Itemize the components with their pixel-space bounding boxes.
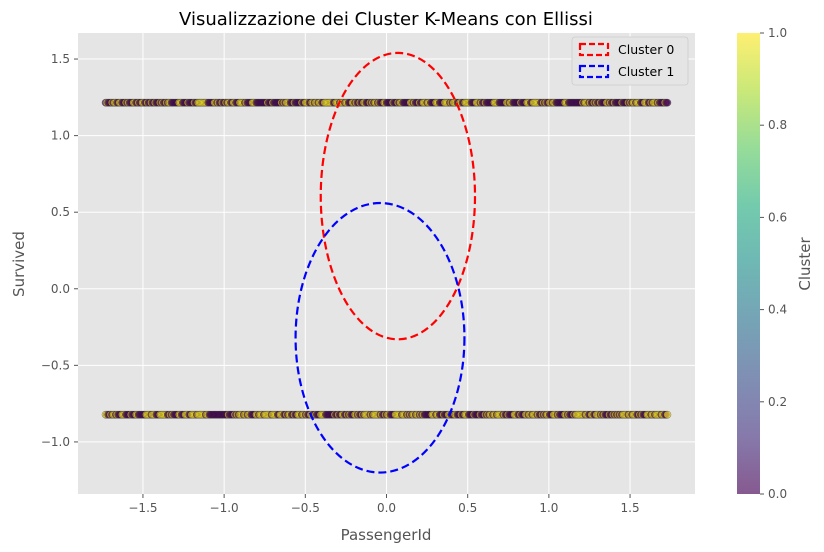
cluster-ellipses — [294, 51, 477, 474]
x-tick-label: 0.0 — [377, 501, 396, 515]
legend-swatch-cluster-1 — [578, 64, 610, 79]
y-tick-label: −0.5 — [41, 358, 70, 372]
colorbar-tick-label: 0.8 — [768, 118, 787, 132]
colorbar-tick-label: 0.2 — [768, 395, 787, 409]
scatter-point — [663, 410, 672, 419]
legend-box — [571, 36, 689, 86]
legend: Cluster 0 Cluster 1 — [571, 36, 689, 86]
y-axis-ticks: −1.0 −0.5 0.0 0.5 1.0 1.5 — [41, 52, 78, 449]
legend-swatch-cluster-0 — [578, 42, 610, 57]
x-axis-ticks: −1.5 −1.0 −0.5 0.0 0.5 1.0 1.5 — [128, 494, 640, 515]
y-tick-label: 1.0 — [51, 129, 70, 143]
scatter-point — [663, 98, 672, 107]
x-tick-label: −0.5 — [291, 501, 320, 515]
x-tick-label: −1.5 — [128, 501, 157, 515]
grid — [78, 33, 695, 494]
colorbar-tick-label: 0.4 — [768, 303, 787, 317]
colorbar-tick-label: 0.0 — [768, 487, 787, 501]
x-tick-label: 1.5 — [621, 501, 640, 515]
colorbar-ticks: 0.0 0.2 0.4 0.6 0.8 1.0 — [760, 26, 787, 501]
colorbar — [737, 33, 760, 494]
x-axis-label: PassengerId — [341, 526, 432, 544]
x-tick-label: −1.0 — [210, 501, 239, 515]
y-tick-label: −1.0 — [41, 435, 70, 449]
chart-title: Visualizzazione dei Cluster K-Means con … — [179, 9, 593, 30]
y-tick-label: 1.5 — [51, 52, 70, 66]
y-axis-label: Survived — [10, 231, 28, 297]
colorbar-tick-label: 0.6 — [768, 210, 787, 224]
legend-label-cluster-0: Cluster 0 — [618, 42, 674, 57]
y-tick-label: 0.5 — [51, 205, 70, 219]
ellipse-cluster-1 — [294, 201, 466, 474]
y-tick-label: 0.0 — [51, 282, 70, 296]
x-tick-label: 0.5 — [458, 501, 477, 515]
x-tick-label: 1.0 — [539, 501, 558, 515]
colorbar-label: Cluster — [796, 237, 814, 291]
scatter-points — [101, 98, 672, 419]
colorbar-tick-label: 1.0 — [768, 26, 787, 40]
ellipse-cluster-0 — [319, 51, 477, 341]
legend-label-cluster-1: Cluster 1 — [618, 64, 674, 79]
